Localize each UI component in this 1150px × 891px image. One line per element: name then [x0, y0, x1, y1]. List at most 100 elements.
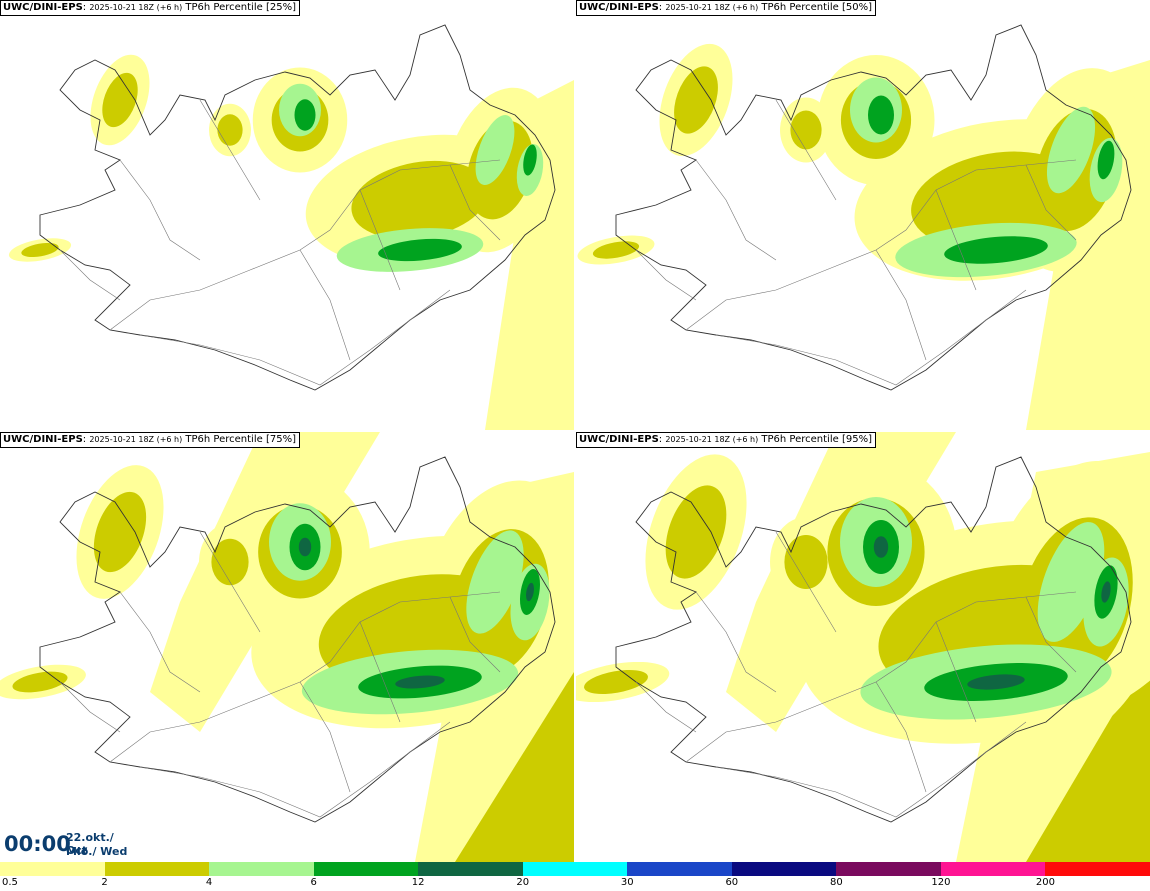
precip-area-extreme — [298, 537, 312, 557]
road-line — [119, 159, 201, 261]
precip-area-extreme — [395, 675, 445, 689]
map-panel-p50: UWC/DINI-EPS: 2025-10-21 18Z (+6 h) TP6h… — [576, 0, 1150, 430]
legend-tick-label: 2 — [101, 877, 108, 888]
road-line — [875, 249, 927, 361]
valid-time-box: 00:00 22.okt./ Oct Mið./ Wed — [0, 826, 138, 862]
legend-swatch — [836, 862, 942, 876]
precip-area-heavy — [1046, 106, 1096, 194]
panel-title: UWC/DINI-EPS: 2025-10-21 18Z (+6 h) TP6h… — [0, 0, 300, 16]
precip-area-heavy — [1037, 522, 1105, 642]
precip-area-extreme — [1101, 581, 1111, 603]
legend-tick-label: 20 — [516, 877, 530, 888]
precip-area-extreme — [967, 674, 1025, 690]
run-time: 2025-10-21 18Z (+6 h) — [665, 435, 759, 444]
road-line — [449, 596, 501, 673]
valid-time-clock: 00:00 — [4, 832, 71, 856]
legend-tick-label: 60 — [725, 877, 739, 888]
precip-map-p95 — [576, 432, 1150, 862]
legend-swatch — [104, 862, 210, 876]
road-line — [775, 99, 837, 201]
road-line — [299, 249, 351, 361]
offshore-heavy-band — [455, 672, 574, 862]
road-line — [935, 621, 977, 723]
product-name: TP6h Percentile [25%] — [185, 2, 296, 13]
run-time: 2025-10-21 18Z (+6 h) — [665, 3, 759, 12]
model-name: UWC/DINI-EPS — [3, 434, 83, 445]
precip-area-moderate — [784, 535, 828, 589]
panel-title: UWC/DINI-EPS: 2025-10-21 18Z (+6 h) TP6h… — [576, 432, 876, 448]
valid-time-day: Mið./ Wed — [66, 845, 128, 858]
precip-area-moderate — [584, 669, 648, 695]
road-line — [299, 681, 351, 793]
precip-fields — [0, 432, 574, 862]
model-name: UWC/DINI-EPS — [3, 2, 83, 13]
road-line — [715, 721, 1027, 818]
run-time: 2025-10-21 18Z (+6 h) — [89, 3, 183, 12]
road-line — [139, 289, 451, 386]
road-line — [109, 159, 501, 331]
panel-title: UWC/DINI-EPS: 2025-10-21 18Z (+6 h) TP6h… — [0, 432, 300, 448]
precip-fields — [8, 54, 574, 430]
road-line — [635, 249, 697, 301]
product-name: TP6h Percentile [75%] — [185, 434, 296, 445]
valid-time-date: 22.okt./ Oct — [66, 831, 114, 857]
legend-tick-label: 4 — [205, 877, 213, 888]
precip-area-heavy — [475, 115, 515, 185]
road-line — [715, 289, 1027, 386]
legend-swatch — [313, 862, 419, 876]
precip-map-p75 — [0, 432, 574, 862]
coastline — [39, 24, 556, 391]
legend-swatch — [522, 862, 628, 876]
road-line — [875, 681, 927, 793]
precip-area-moderate — [217, 114, 243, 146]
legend-swatch — [940, 862, 1046, 876]
road-line — [139, 721, 451, 818]
coastline — [615, 456, 1132, 823]
precip-area-moderate — [665, 485, 727, 579]
coastline — [615, 24, 1132, 391]
precip-area-very-heavy — [378, 238, 462, 262]
precip-area-very-heavy — [294, 99, 316, 131]
panel-divider-horizontal — [0, 430, 1150, 432]
precip-area-moderate — [351, 160, 489, 240]
panel-title: UWC/DINI-EPS: 2025-10-21 18Z (+6 h) TP6h… — [576, 0, 876, 16]
precip-area-heavy — [466, 530, 524, 634]
run-time: 2025-10-21 18Z (+6 h) — [89, 435, 183, 444]
precip-area-very-heavy — [523, 144, 537, 176]
precip-area-extreme — [525, 582, 535, 602]
precip-map-p50 — [577, 24, 1150, 430]
legend-tick-label: 12 — [411, 877, 425, 888]
road-line — [685, 591, 1077, 763]
legend-tick-label: 80 — [829, 877, 843, 888]
legend-tick-label: 30 — [620, 877, 634, 888]
road-line — [775, 531, 837, 633]
map-panel-p95: UWC/DINI-EPS: 2025-10-21 18Z (+6 h) TP6h… — [576, 432, 1150, 862]
road-line — [59, 249, 121, 301]
map-panel-p75: UWC/DINI-EPS: 2025-10-21 18Z (+6 h) TP6h… — [0, 432, 574, 862]
road-line — [359, 189, 401, 291]
road-line — [695, 159, 777, 261]
road-line — [1025, 596, 1077, 673]
legend-swatch — [209, 862, 315, 876]
road-line — [119, 591, 201, 693]
precip-area-moderate — [790, 110, 822, 150]
road-line — [199, 531, 261, 633]
coastline — [39, 456, 556, 823]
road-line — [59, 681, 121, 733]
road-line — [109, 591, 501, 763]
product-name: TP6h Percentile [95%] — [761, 434, 872, 445]
legend-swatch — [418, 862, 524, 876]
legend-tick-label: 200 — [1035, 877, 1055, 888]
precip-area-moderate — [93, 491, 147, 573]
legend-swatch — [627, 862, 733, 876]
road-line — [935, 189, 977, 291]
precip-area-moderate — [21, 242, 59, 258]
road-line — [359, 621, 401, 723]
legend-tick-label: 0.5 — [2, 877, 18, 888]
legend-tick-label: 120 — [931, 877, 951, 888]
precip-map-p25 — [8, 24, 574, 430]
road-line — [685, 159, 1077, 331]
product-name: TP6h Percentile [50%] — [761, 2, 872, 13]
precip-fields — [576, 432, 1150, 862]
precip-area-moderate — [102, 72, 138, 128]
